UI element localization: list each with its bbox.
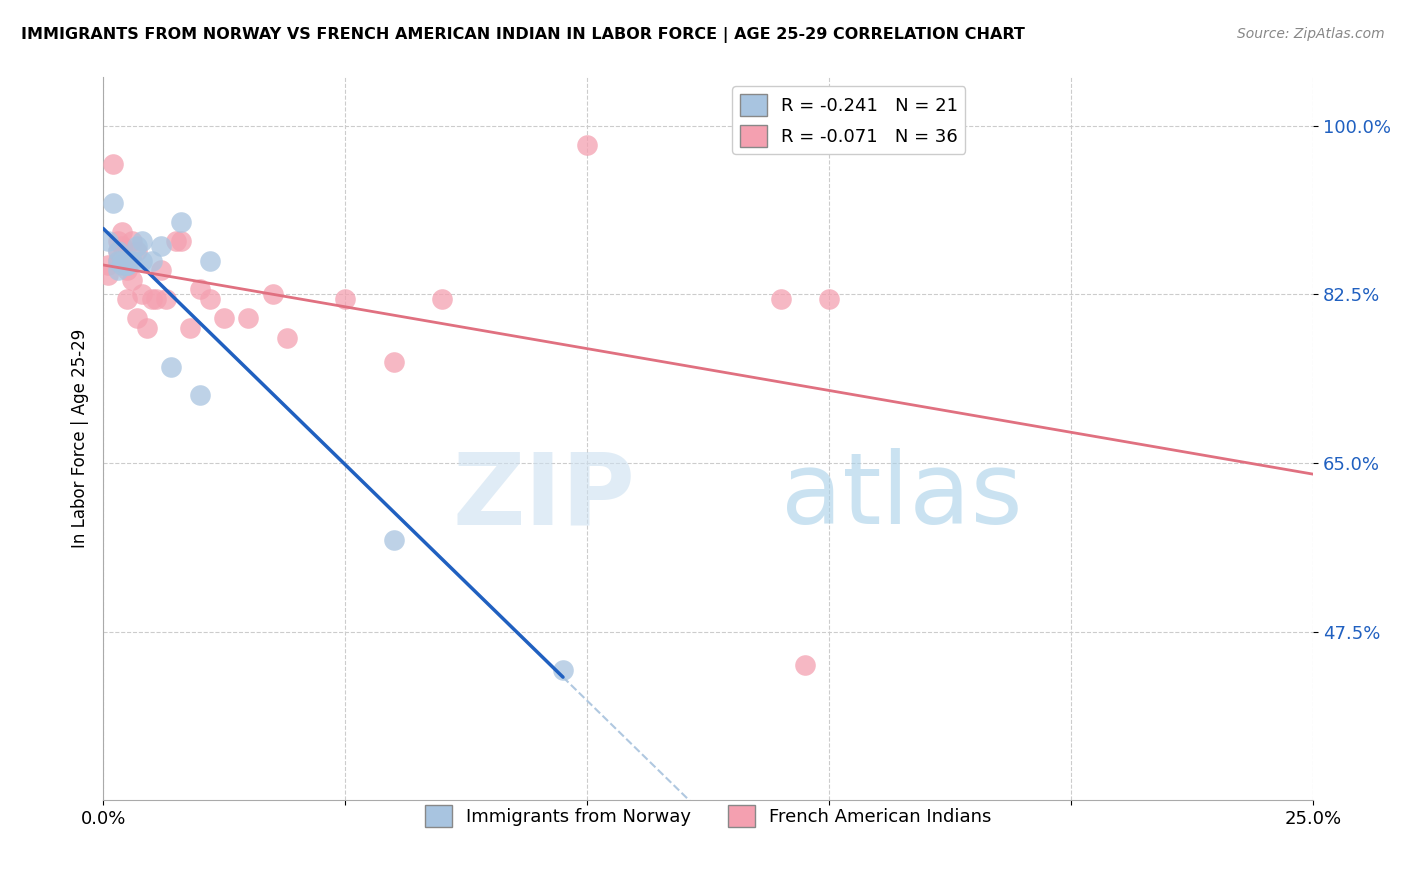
Point [117,258,139,272]
Point [818,292,841,306]
Point [111,225,134,239]
Point [111,253,134,268]
Point [107,244,129,258]
Point [198,253,221,268]
Point [107,263,129,277]
Point [188,283,211,297]
Text: IMMIGRANTS FROM NORWAY VS FRENCH AMERICAN INDIAN IN LABOR FORCE | AGE 25-29 CORR: IMMIGRANTS FROM NORWAY VS FRENCH AMERICA… [21,27,1025,43]
Point [125,244,148,258]
Point [198,292,221,306]
Y-axis label: In Labor Force | Age 25-29: In Labor Force | Age 25-29 [72,329,89,549]
Point [141,292,163,306]
Point [150,263,173,277]
Point [111,258,134,272]
Text: ZIP: ZIP [453,448,636,545]
Point [117,258,139,272]
Point [150,239,173,253]
Point [107,244,129,258]
Point [107,253,129,268]
Point [333,292,356,306]
Point [262,287,284,301]
Point [107,234,129,248]
Point [382,355,405,369]
Point [212,311,235,326]
Point [121,234,143,248]
Point [430,292,453,306]
Legend: Immigrants from Norway, French American Indians: Immigrants from Norway, French American … [418,798,998,835]
Point [131,287,153,301]
Point [276,331,298,345]
Point [769,292,792,306]
Point [101,157,124,171]
Point [111,239,134,253]
Text: atlas: atlas [780,448,1022,545]
Point [107,253,129,268]
Point [135,321,157,335]
Point [155,292,177,306]
Point [794,658,817,673]
Point [117,292,139,306]
Point [97,234,120,248]
Point [188,388,211,402]
Point [101,195,124,210]
Point [145,292,167,306]
Point [125,239,148,253]
Point [97,268,120,282]
Point [551,663,574,677]
Point [131,253,153,268]
Point [165,234,187,248]
Point [576,137,599,152]
Point [125,311,148,326]
Point [169,215,191,229]
Point [121,273,143,287]
Point [141,253,163,268]
Point [121,253,143,268]
Point [131,234,153,248]
Point [238,311,260,326]
Text: Source: ZipAtlas.com: Source: ZipAtlas.com [1237,27,1385,41]
Point [160,359,183,374]
Point [179,321,201,335]
Point [169,234,191,248]
Point [117,263,139,277]
Point [382,533,405,547]
Point [97,258,120,272]
